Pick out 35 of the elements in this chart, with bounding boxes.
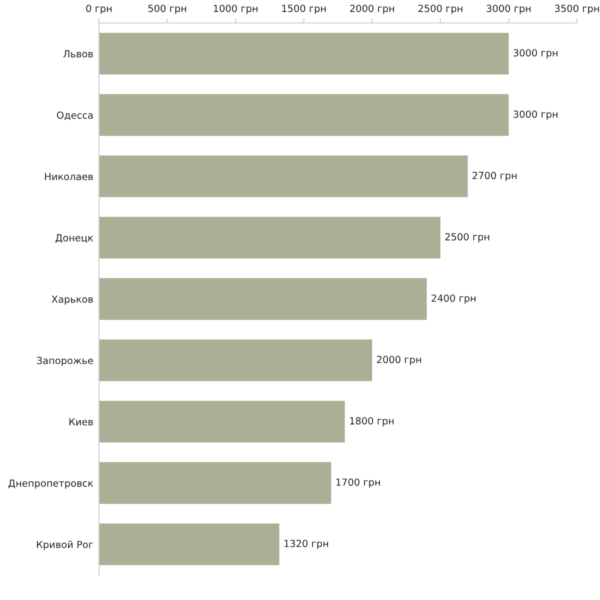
data-label: 1320 грн [284,540,328,550]
y-tick-label: Донецк [56,234,94,243]
data-label: 2400 грн [432,294,476,304]
data-label: 2000 грн [377,356,421,366]
bar [99,278,427,320]
x-tick-label: 0 грн [86,4,112,14]
bar [99,94,509,136]
x-tick-label: 2000 грн [350,4,394,14]
y-tick-label: Николаев [45,172,93,180]
bar [99,155,468,198]
data-label: 3000 грн [514,49,558,58]
bar [99,400,345,443]
x-tick-label: 1500 грн [282,4,326,14]
y-tick-label: Харьков [52,296,93,305]
y-tick-label: Киев [69,418,93,426]
data-label: 3000 грн [514,110,558,120]
y-tick-label: Запорожье [37,356,93,366]
bar [99,32,509,75]
bar [99,216,440,259]
bar [99,339,372,382]
data-label: 1800 грн [350,417,394,426]
x-tick-label: 3000 грн [486,4,531,14]
y-tick-label: Львов [63,50,93,58]
y-tick-label: Одесса [56,111,93,120]
bar [99,523,280,566]
data-label: 2500 грн [445,233,490,242]
y-tick-label: Кривой Рог [37,540,93,550]
x-tick-label: 500 грн [148,4,186,14]
bar [99,462,332,504]
data-label: 1700 грн [336,478,380,488]
x-tick-label: 3500 грн [555,4,599,14]
y-tick-label: Днепропетровск [8,480,94,489]
x-tick-label: 1000 грн [214,4,258,14]
data-label: 2700 грн [472,172,516,182]
x-tick-label: 2500 грн [418,4,462,14]
